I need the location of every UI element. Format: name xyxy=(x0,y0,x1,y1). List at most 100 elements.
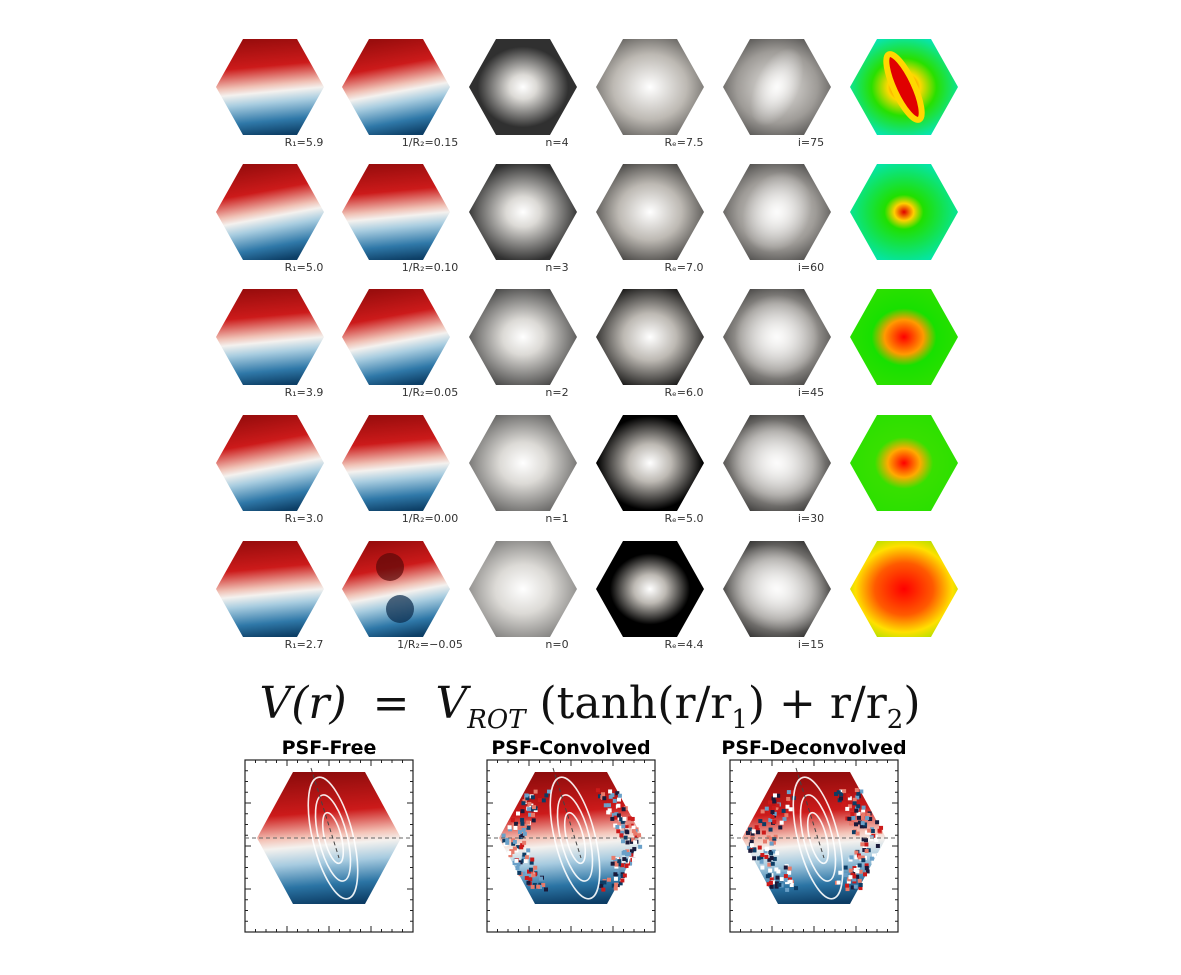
eq-open: (tanh(r/r xyxy=(540,678,733,729)
minor-axis-dash xyxy=(795,767,825,859)
noise-pixel xyxy=(843,865,848,870)
noise-pixel xyxy=(532,882,537,887)
tile-sersic: n=0 xyxy=(469,541,577,651)
peak-blob xyxy=(376,553,404,581)
tile-incl: i=75 xyxy=(723,39,831,149)
noise-pixel xyxy=(541,883,546,888)
noise-pixel xyxy=(517,823,522,828)
noise-pixel xyxy=(518,860,523,865)
noise-pixel xyxy=(839,792,844,797)
tile-hexagon xyxy=(596,164,704,260)
noise-pixel xyxy=(856,791,861,796)
noise-pixel xyxy=(769,876,774,881)
noise-pixel xyxy=(783,865,788,870)
eq-lhs: V(r) xyxy=(259,678,346,729)
tile-label: i=30 xyxy=(798,512,824,525)
noise-pixel xyxy=(771,806,776,811)
tile-hexagon xyxy=(342,164,450,260)
noise-pixel xyxy=(538,882,543,887)
noise-pixel xyxy=(775,851,780,856)
noise-pixel xyxy=(512,846,517,851)
tile-hexagon xyxy=(469,39,577,135)
tile-label: R₁=3.0 xyxy=(285,512,324,525)
noise-pixel xyxy=(860,821,865,826)
tile-velocity: 1/R₂=0.10 xyxy=(342,164,458,274)
noise-pixel xyxy=(767,857,772,862)
noise-pixel xyxy=(606,803,611,808)
contour-line xyxy=(806,811,830,865)
tile-label: Rₑ=7.0 xyxy=(665,261,704,274)
tile-label: n=1 xyxy=(545,512,568,525)
psf-panel: PSF-Deconvolved xyxy=(721,737,907,933)
tile-hexagon xyxy=(469,289,577,385)
contour-line xyxy=(556,794,594,882)
noise-pixel xyxy=(520,817,525,822)
noise-pixel xyxy=(625,852,630,857)
noise-pixel xyxy=(870,829,875,834)
tile-sersic: n=1 xyxy=(469,415,577,525)
noise-pixel xyxy=(867,828,872,833)
noise-pixel xyxy=(779,883,784,888)
noise-pixel xyxy=(627,816,632,821)
noise-pixel xyxy=(613,858,618,863)
noise-pixel xyxy=(852,874,857,879)
noise-pixel xyxy=(762,822,767,827)
noise-pixel xyxy=(772,793,777,798)
noise-pixel xyxy=(854,788,859,793)
noise-pixel xyxy=(776,793,781,798)
noise-pixel xyxy=(608,789,613,794)
noise-pixel xyxy=(777,809,782,814)
noise-pixel xyxy=(868,817,873,822)
tile-velocity: 1/R₂=−0.05 xyxy=(342,541,463,651)
eq-equals: = xyxy=(373,678,410,729)
noise-pixel xyxy=(748,827,753,832)
noise-pixel xyxy=(526,820,531,825)
trough-blob xyxy=(386,595,414,623)
noise-pixel xyxy=(614,812,619,817)
noise-pixel xyxy=(530,857,535,862)
noise-pixel xyxy=(785,804,790,809)
noise-pixel xyxy=(764,854,769,859)
tile-radius: Rₑ=7.0 xyxy=(596,164,704,274)
noise-pixel xyxy=(759,859,764,864)
noise-pixel xyxy=(765,874,770,879)
noise-pixel xyxy=(624,825,629,830)
tile-label: 1/R₂=0.05 xyxy=(402,386,458,399)
noise-pixel xyxy=(877,828,882,833)
noise-pixel xyxy=(785,880,790,885)
psf-panel: PSF-Convolved xyxy=(486,737,656,933)
noise-pixel xyxy=(866,848,871,853)
noise-pixel xyxy=(531,818,536,823)
noise-pixel xyxy=(770,814,775,819)
noise-pixel xyxy=(613,815,618,820)
noise-pixel xyxy=(783,874,788,879)
noise-pixel xyxy=(768,880,773,885)
tile-hexagon xyxy=(342,39,450,135)
noise-pixel xyxy=(544,793,549,798)
noise-pixel xyxy=(520,821,525,826)
noise-pixel xyxy=(864,838,869,843)
noise-pixel xyxy=(769,856,774,861)
noise-pixel xyxy=(861,805,866,810)
noise-pixel xyxy=(610,816,615,821)
noise-pixel xyxy=(622,857,627,862)
noise-pixel xyxy=(607,808,612,813)
noise-pixel xyxy=(606,810,611,815)
noise-pixel xyxy=(839,789,844,794)
noise-pixel xyxy=(879,825,884,830)
noise-pixel xyxy=(858,882,863,887)
noise-pixel xyxy=(602,796,607,801)
noise-pixel xyxy=(772,799,777,804)
eq-mid: ) + r/r xyxy=(748,678,888,729)
noise-pixel xyxy=(522,852,527,857)
noise-pixel xyxy=(876,852,881,857)
noise-pixel xyxy=(847,804,852,809)
noise-pixel xyxy=(843,872,848,877)
noise-pixel xyxy=(601,887,606,892)
noise-pixel xyxy=(782,817,787,822)
noise-pixel xyxy=(758,819,763,824)
noise-pixel xyxy=(772,856,777,861)
noise-pixel xyxy=(623,806,628,811)
noise-pixel xyxy=(751,829,756,834)
tile-hexagon xyxy=(342,415,450,511)
